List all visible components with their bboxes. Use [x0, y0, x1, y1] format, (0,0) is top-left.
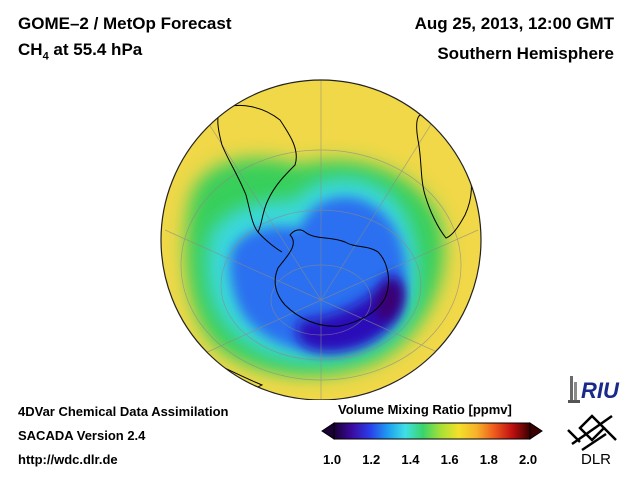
- colorbar-tick-label: 2.0: [519, 452, 538, 467]
- colorbar-left-arrow: [321, 422, 335, 440]
- peninsula-outline: [257, 231, 283, 253]
- species-title: CH4 at 55.4 hPa: [18, 40, 143, 63]
- colorbar-tick-label: 1.2: [362, 452, 381, 467]
- dlr-text: DLR: [581, 451, 611, 468]
- dlr-logo: DLR: [567, 414, 617, 468]
- min-core: [375, 280, 403, 321]
- colorbar-bar: [333, 422, 531, 440]
- purple-core: [296, 275, 402, 352]
- south-america-outline: [217, 104, 297, 233]
- instrument-title: GOME–2 / MetOp Forecast: [18, 14, 232, 33]
- footer-line-2: SACADA Version 2.4: [18, 428, 146, 443]
- colorbar-tick-label: 1.8: [479, 452, 498, 467]
- colorbar-tick-label: 1.4: [401, 452, 420, 467]
- region: Southern Hemisphere: [437, 44, 614, 63]
- colorbar-right-arrow: [529, 422, 543, 440]
- datetime: Aug 25, 2013, 12:00 GMT: [414, 14, 614, 33]
- colorbar-tick-label: 1.6: [440, 452, 459, 467]
- colorbar-title: Volume Mixing Ratio [ppmv]: [338, 402, 512, 417]
- hemisphere-map: [160, 79, 482, 400]
- riu-text: RIU: [581, 378, 620, 403]
- antarctica-outline: [274, 229, 389, 327]
- footer-line-1: 4DVar Chemical Data Assimilation: [18, 404, 229, 419]
- riu-logo: RIU: [568, 376, 620, 403]
- footer-url[interactable]: http://wdc.dlr.de: [18, 452, 118, 467]
- colorbar-tick-label: 1.0: [323, 452, 342, 467]
